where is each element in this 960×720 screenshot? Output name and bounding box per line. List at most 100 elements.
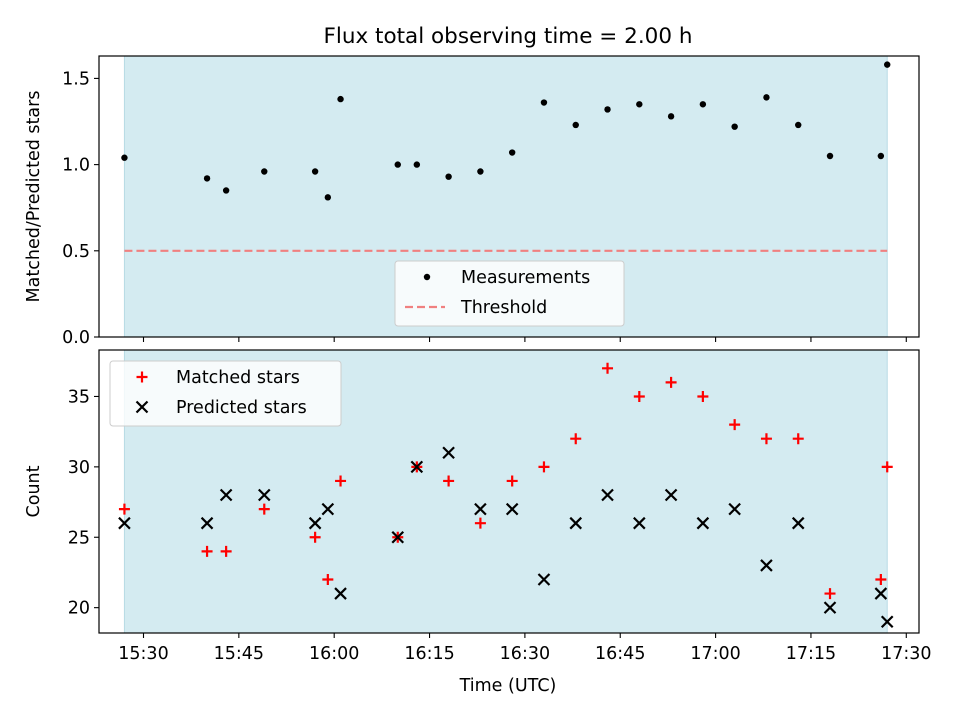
y-tick-label: 25 (68, 528, 90, 548)
legend-measurement-swatch (423, 273, 431, 281)
measurement-point (636, 101, 643, 108)
predicted-stars-point (219, 488, 233, 502)
predicted-stars-point (537, 573, 551, 586)
predicted-stars-point (569, 516, 583, 530)
matched-stars-point (729, 419, 741, 431)
y-tick-label: 1.0 (62, 156, 90, 176)
x-tick-label: 15:45 (214, 644, 264, 664)
predicted-stars-point (664, 488, 678, 502)
matched-stars-point (474, 517, 486, 529)
y-tick-label: 30 (68, 458, 90, 478)
matched-stars-point (201, 545, 213, 557)
legend-box (109, 360, 342, 427)
y-axis-label: Count (24, 465, 44, 517)
axes-frame (98, 55, 920, 338)
measurement-point (877, 152, 885, 160)
predicted-stars-point (880, 615, 894, 629)
measurement-point (261, 168, 268, 175)
matched-stars-point (760, 433, 772, 445)
predicted-stars-point (728, 502, 741, 516)
measurement-point (604, 106, 611, 113)
matched-stars-point (633, 390, 645, 402)
legend-entry-label: Measurements (461, 268, 590, 288)
y-tick-label: 1.5 (62, 69, 90, 89)
measurement-point (337, 95, 344, 103)
matched-stars-point (322, 573, 334, 585)
predicted-stars-point (474, 502, 487, 516)
matched-stars-point (220, 545, 232, 557)
predicted-stars-point (791, 516, 805, 530)
y-axis-label: Matched/Predicted stars (24, 91, 44, 303)
legend-entry-label: Predicted stars (176, 398, 307, 418)
measurement-point (222, 187, 230, 194)
predicted-stars-point (633, 516, 646, 530)
matched-stars-point (335, 475, 347, 487)
measurement-point (826, 152, 834, 160)
measurement-point (324, 194, 332, 201)
matched-stars-point (697, 390, 709, 402)
x-axis-label: Time (UTC) (459, 676, 557, 696)
measurement-point (540, 99, 548, 106)
predicted-stars-point (410, 460, 424, 474)
legend-entry-label: Threshold (460, 298, 547, 318)
predicted-stars-point (118, 516, 131, 530)
measurement-point (699, 101, 707, 108)
predicted-stars-point (696, 516, 710, 530)
measurement-point (394, 161, 401, 168)
matched-stars-point (443, 475, 455, 487)
star-count-panel: 20 25 30 35 Count 15:30 15:45 16:00 16:15 16:30 16… (24, 349, 932, 664)
predicted-stars-point (874, 587, 888, 600)
matched-stars-point (665, 376, 677, 388)
y-tick-label: 0.5 (62, 242, 90, 262)
matched-stars-point (875, 573, 887, 585)
matched-stars-point (506, 475, 518, 487)
measurement-point (203, 175, 211, 182)
matched-stars-point (309, 531, 321, 543)
matched-stars-point (118, 503, 130, 515)
legend-predicted-swatch (135, 400, 149, 414)
y-tick-label: 35 (68, 387, 90, 407)
x-tick-label: 16:00 (309, 644, 359, 664)
legend-entry-label: Matched stars (176, 368, 300, 388)
matched-stars-point (792, 433, 804, 445)
matched-stars-point (538, 461, 550, 473)
x-tick-label: 16:30 (500, 644, 550, 664)
x-tick-label: 17:00 (690, 644, 740, 664)
predicted-stars-point (601, 488, 614, 502)
y-tick-label: 0.0 (62, 328, 90, 348)
matched-stars-point (258, 503, 270, 515)
predicted-stars-point (321, 502, 335, 516)
measurement-point (477, 168, 484, 175)
predicted-stars-point (391, 530, 405, 544)
axes-frame (98, 349, 920, 634)
matched-stars-point (824, 588, 836, 600)
flux-ratio-panel: 0.0 0.5 1.0 1.5 Matched/Predicted stars Measu… (24, 55, 920, 348)
x-tick-label: 17:30 (881, 644, 931, 664)
predicted-stars-point (823, 601, 837, 614)
predicted-stars-point (442, 446, 455, 460)
matched-stars-point (881, 461, 893, 473)
legend-box (394, 260, 625, 327)
measurement-point (311, 168, 319, 175)
measurement-point (795, 121, 802, 129)
y-tick-label: 20 (68, 599, 90, 619)
legend-matched-swatch (136, 371, 148, 383)
measurement-point (763, 94, 770, 101)
predicted-stars-point (334, 587, 347, 600)
predicted-stars-point (760, 559, 773, 572)
measurement-point (413, 161, 421, 168)
measurement-point (508, 149, 516, 156)
x-tick-label: 15:30 (118, 644, 168, 664)
predicted-stars-point (200, 516, 214, 530)
x-tick-label: 16:45 (595, 644, 645, 664)
measurement-point (731, 123, 738, 130)
x-tick-label: 16:15 (404, 644, 454, 664)
predicted-stars-point (257, 488, 271, 502)
predicted-stars-point (308, 516, 322, 530)
matched-stars-point (570, 433, 582, 445)
chart-title: Flux total observing time = 2.00 h (324, 24, 693, 49)
predicted-stars-point (505, 502, 519, 516)
measurement-point (445, 173, 452, 180)
x-tick-label: 17:15 (786, 644, 836, 664)
